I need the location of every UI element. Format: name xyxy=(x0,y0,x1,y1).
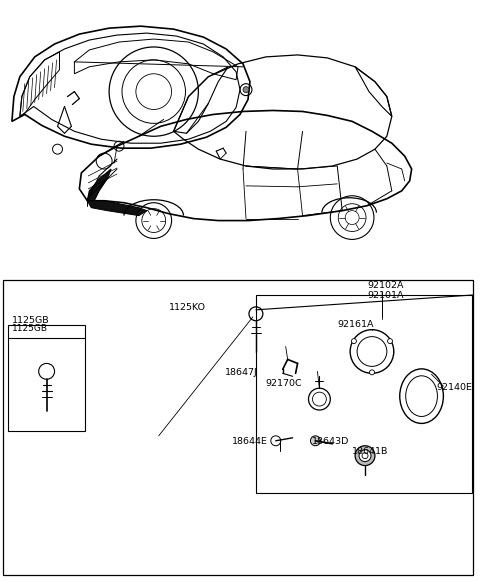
Text: 18647J: 18647J xyxy=(225,368,258,377)
Circle shape xyxy=(387,339,393,343)
Text: 92102A: 92102A xyxy=(367,281,404,290)
Text: 1125KO: 1125KO xyxy=(169,303,206,313)
Text: 18644E: 18644E xyxy=(232,437,268,446)
Text: 92161A: 92161A xyxy=(337,320,374,329)
Text: 18641B: 18641B xyxy=(352,447,388,456)
Circle shape xyxy=(355,446,375,466)
Text: 1125GB: 1125GB xyxy=(12,324,48,333)
Polygon shape xyxy=(87,201,147,215)
FancyBboxPatch shape xyxy=(256,295,472,494)
Polygon shape xyxy=(87,169,111,201)
Circle shape xyxy=(243,87,249,93)
FancyBboxPatch shape xyxy=(3,280,473,574)
Circle shape xyxy=(370,370,374,375)
Text: 92140E: 92140E xyxy=(436,383,472,392)
Circle shape xyxy=(311,436,320,446)
Text: 92101A: 92101A xyxy=(367,292,404,300)
Circle shape xyxy=(359,450,371,462)
Text: 92170C: 92170C xyxy=(266,379,302,388)
Circle shape xyxy=(351,339,357,343)
Text: 18643D: 18643D xyxy=(312,437,349,446)
FancyBboxPatch shape xyxy=(8,325,85,431)
Text: 1125GB: 1125GB xyxy=(12,315,49,325)
